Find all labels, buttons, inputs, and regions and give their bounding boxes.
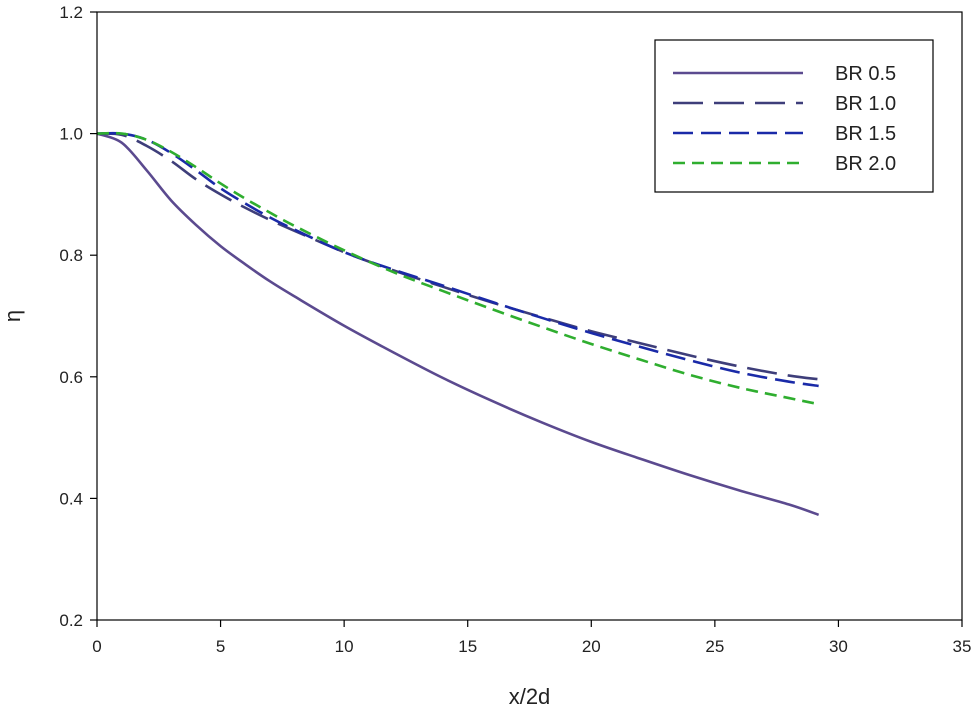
x-tick-label: 5 [216,637,225,656]
y-tick-label: 0.8 [59,246,83,265]
legend-label: BR 1.0 [835,93,896,115]
x-tick-label: 15 [458,637,477,656]
legend-label: BR 2.0 [835,153,896,175]
series-line-br-2-0 [96,131,819,406]
x-tick-label: 25 [705,637,724,656]
x-tick-label: 30 [829,637,848,656]
y-tick-label: 0.4 [59,489,83,508]
x-tick-label: 35 [953,637,972,656]
legend: BR 0.5 BR 1.0 BR 1.5 BR 2.0 [654,39,934,193]
legend-label: BR 0.5 [835,63,896,85]
plot-frame [96,11,963,621]
x-tick-label: 0 [92,637,101,656]
y-tick-label: 0.6 [59,368,83,387]
x-axis-label: x/2d [509,684,551,709]
x-tick-label: 20 [582,637,601,656]
legend-label: BR 1.5 [835,123,896,145]
y-tick-label: 1.2 [59,3,83,22]
legend-box [654,39,934,193]
axes-layer [96,11,963,621]
y-tick-label: 1.0 [59,125,83,144]
y-axis-label: η [0,310,25,322]
series-line-br-0-5 [96,132,820,517]
series-layer [96,131,820,517]
y-tick-label: 0.2 [59,611,83,630]
x-tick-label: 10 [335,637,354,656]
ticks-layer: 0 5 10 15 20 25 30 35 0.2 0.4 0.6 0.8 1.0 1.2 [59,3,971,656]
